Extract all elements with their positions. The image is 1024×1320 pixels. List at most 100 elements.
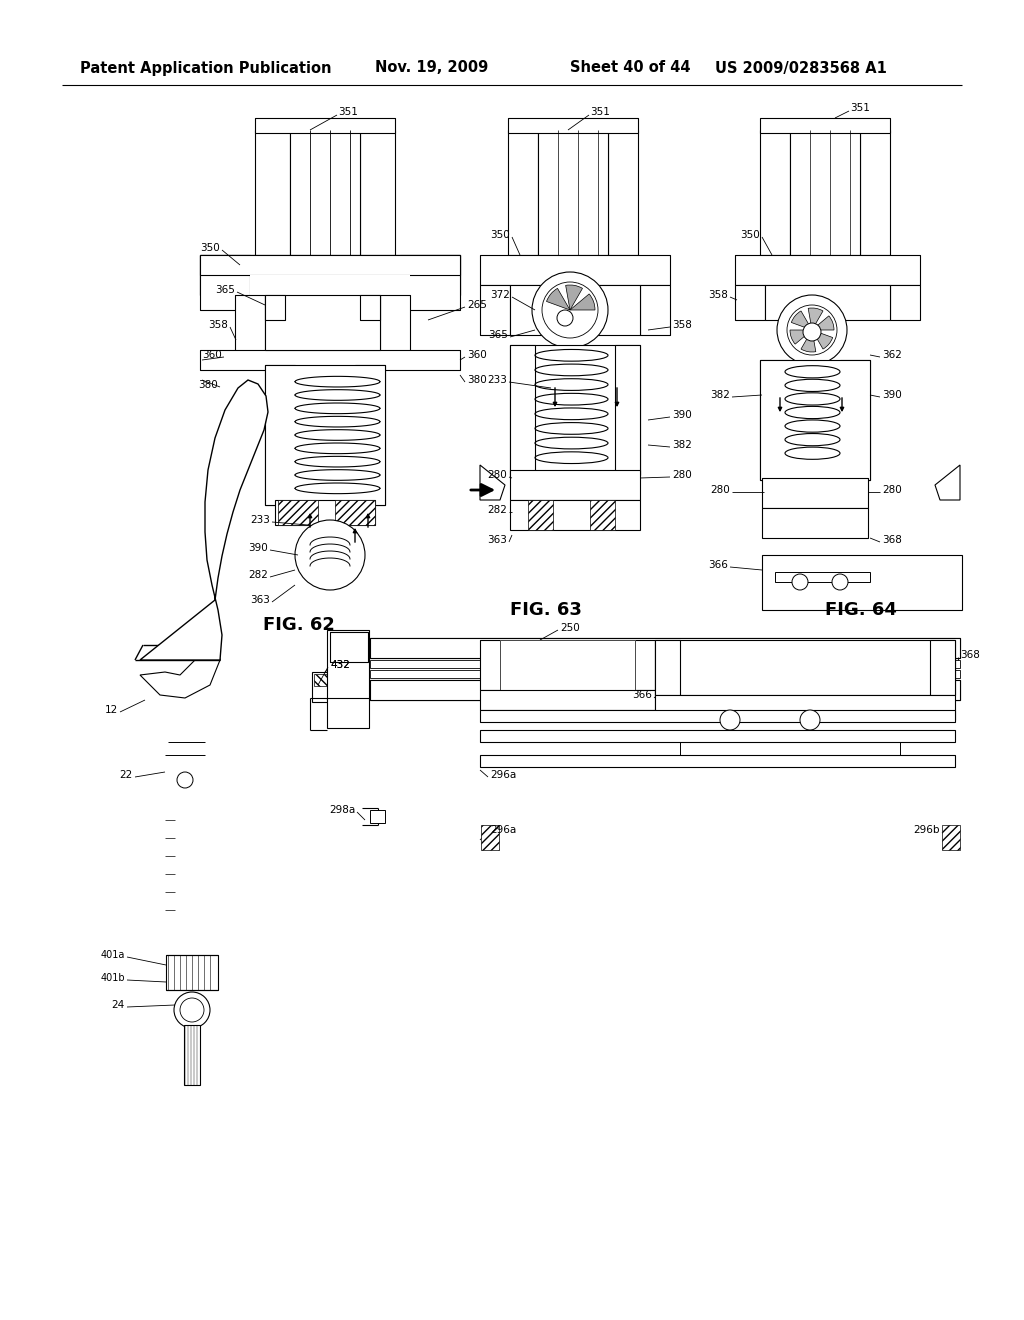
Bar: [327, 698, 369, 729]
Bar: [790, 129, 860, 255]
Text: 265: 265: [467, 300, 486, 310]
Bar: [655, 640, 680, 696]
Bar: [760, 129, 790, 255]
Text: 372: 372: [490, 290, 510, 300]
Bar: [680, 741, 900, 755]
Bar: [608, 129, 638, 255]
Bar: [314, 675, 332, 686]
Polygon shape: [140, 380, 268, 660]
Bar: [608, 129, 638, 255]
Circle shape: [720, 710, 740, 730]
Wedge shape: [812, 315, 834, 330]
Text: 365: 365: [488, 330, 508, 341]
Circle shape: [800, 710, 820, 730]
Bar: [480, 255, 670, 285]
Bar: [335, 500, 375, 525]
Bar: [528, 500, 553, 531]
Bar: [500, 640, 635, 690]
Bar: [510, 345, 535, 475]
Bar: [765, 285, 890, 319]
Text: 390: 390: [882, 389, 902, 400]
Bar: [508, 129, 538, 255]
Bar: [480, 710, 955, 722]
Wedge shape: [801, 330, 816, 352]
Bar: [327, 630, 369, 700]
Text: 380: 380: [467, 375, 486, 385]
Bar: [370, 810, 385, 822]
Text: 401a: 401a: [100, 950, 125, 960]
Bar: [640, 285, 670, 335]
Bar: [370, 671, 961, 678]
Text: FIG. 63: FIG. 63: [510, 601, 582, 619]
Wedge shape: [570, 294, 595, 310]
Bar: [640, 285, 670, 335]
Bar: [775, 572, 870, 582]
Circle shape: [295, 520, 365, 590]
Bar: [762, 478, 868, 508]
Bar: [510, 345, 535, 475]
Bar: [370, 680, 961, 700]
Bar: [200, 255, 460, 294]
Wedge shape: [547, 288, 570, 310]
Circle shape: [777, 294, 847, 366]
Bar: [930, 640, 955, 696]
Bar: [760, 117, 890, 133]
Bar: [510, 345, 640, 475]
Text: 358: 358: [672, 319, 692, 330]
Bar: [655, 640, 955, 696]
Text: 363: 363: [487, 535, 507, 545]
Text: 432: 432: [330, 660, 350, 671]
Bar: [265, 294, 285, 319]
Bar: [400, 255, 460, 310]
Text: 366: 366: [632, 690, 652, 700]
Bar: [370, 638, 961, 657]
Bar: [481, 825, 499, 850]
Text: 380: 380: [199, 380, 218, 389]
Bar: [760, 360, 870, 480]
Circle shape: [532, 272, 608, 348]
Bar: [762, 478, 868, 508]
Bar: [480, 285, 510, 335]
Bar: [255, 117, 395, 133]
Text: 358: 358: [709, 290, 728, 300]
Bar: [360, 294, 380, 319]
Bar: [370, 660, 961, 668]
Bar: [860, 129, 890, 255]
Bar: [200, 255, 250, 310]
Bar: [265, 366, 295, 506]
Bar: [760, 360, 790, 480]
Text: 362: 362: [882, 350, 902, 360]
Text: 351: 351: [590, 107, 610, 117]
Text: FIG. 62: FIG. 62: [263, 616, 335, 634]
Text: 233: 233: [250, 515, 270, 525]
Circle shape: [542, 282, 598, 338]
Bar: [840, 360, 870, 480]
Bar: [510, 470, 640, 500]
Bar: [840, 360, 870, 480]
Bar: [480, 640, 655, 690]
Bar: [942, 825, 961, 850]
Text: 350: 350: [201, 243, 220, 253]
Bar: [265, 366, 385, 506]
Text: 350: 350: [740, 230, 760, 240]
Bar: [655, 696, 955, 719]
Wedge shape: [790, 330, 812, 345]
Wedge shape: [808, 308, 823, 330]
Bar: [255, 117, 395, 133]
Wedge shape: [565, 285, 583, 310]
Bar: [265, 294, 380, 350]
Bar: [615, 345, 640, 475]
Bar: [200, 255, 460, 294]
Bar: [860, 129, 890, 255]
Bar: [330, 632, 368, 663]
Bar: [538, 129, 608, 255]
Circle shape: [180, 998, 204, 1022]
Bar: [200, 255, 460, 275]
Bar: [480, 640, 655, 690]
Bar: [480, 255, 670, 285]
Polygon shape: [480, 465, 505, 500]
Bar: [735, 285, 765, 319]
Bar: [380, 294, 410, 355]
Bar: [200, 255, 460, 275]
Text: Nov. 19, 2009: Nov. 19, 2009: [375, 61, 488, 75]
